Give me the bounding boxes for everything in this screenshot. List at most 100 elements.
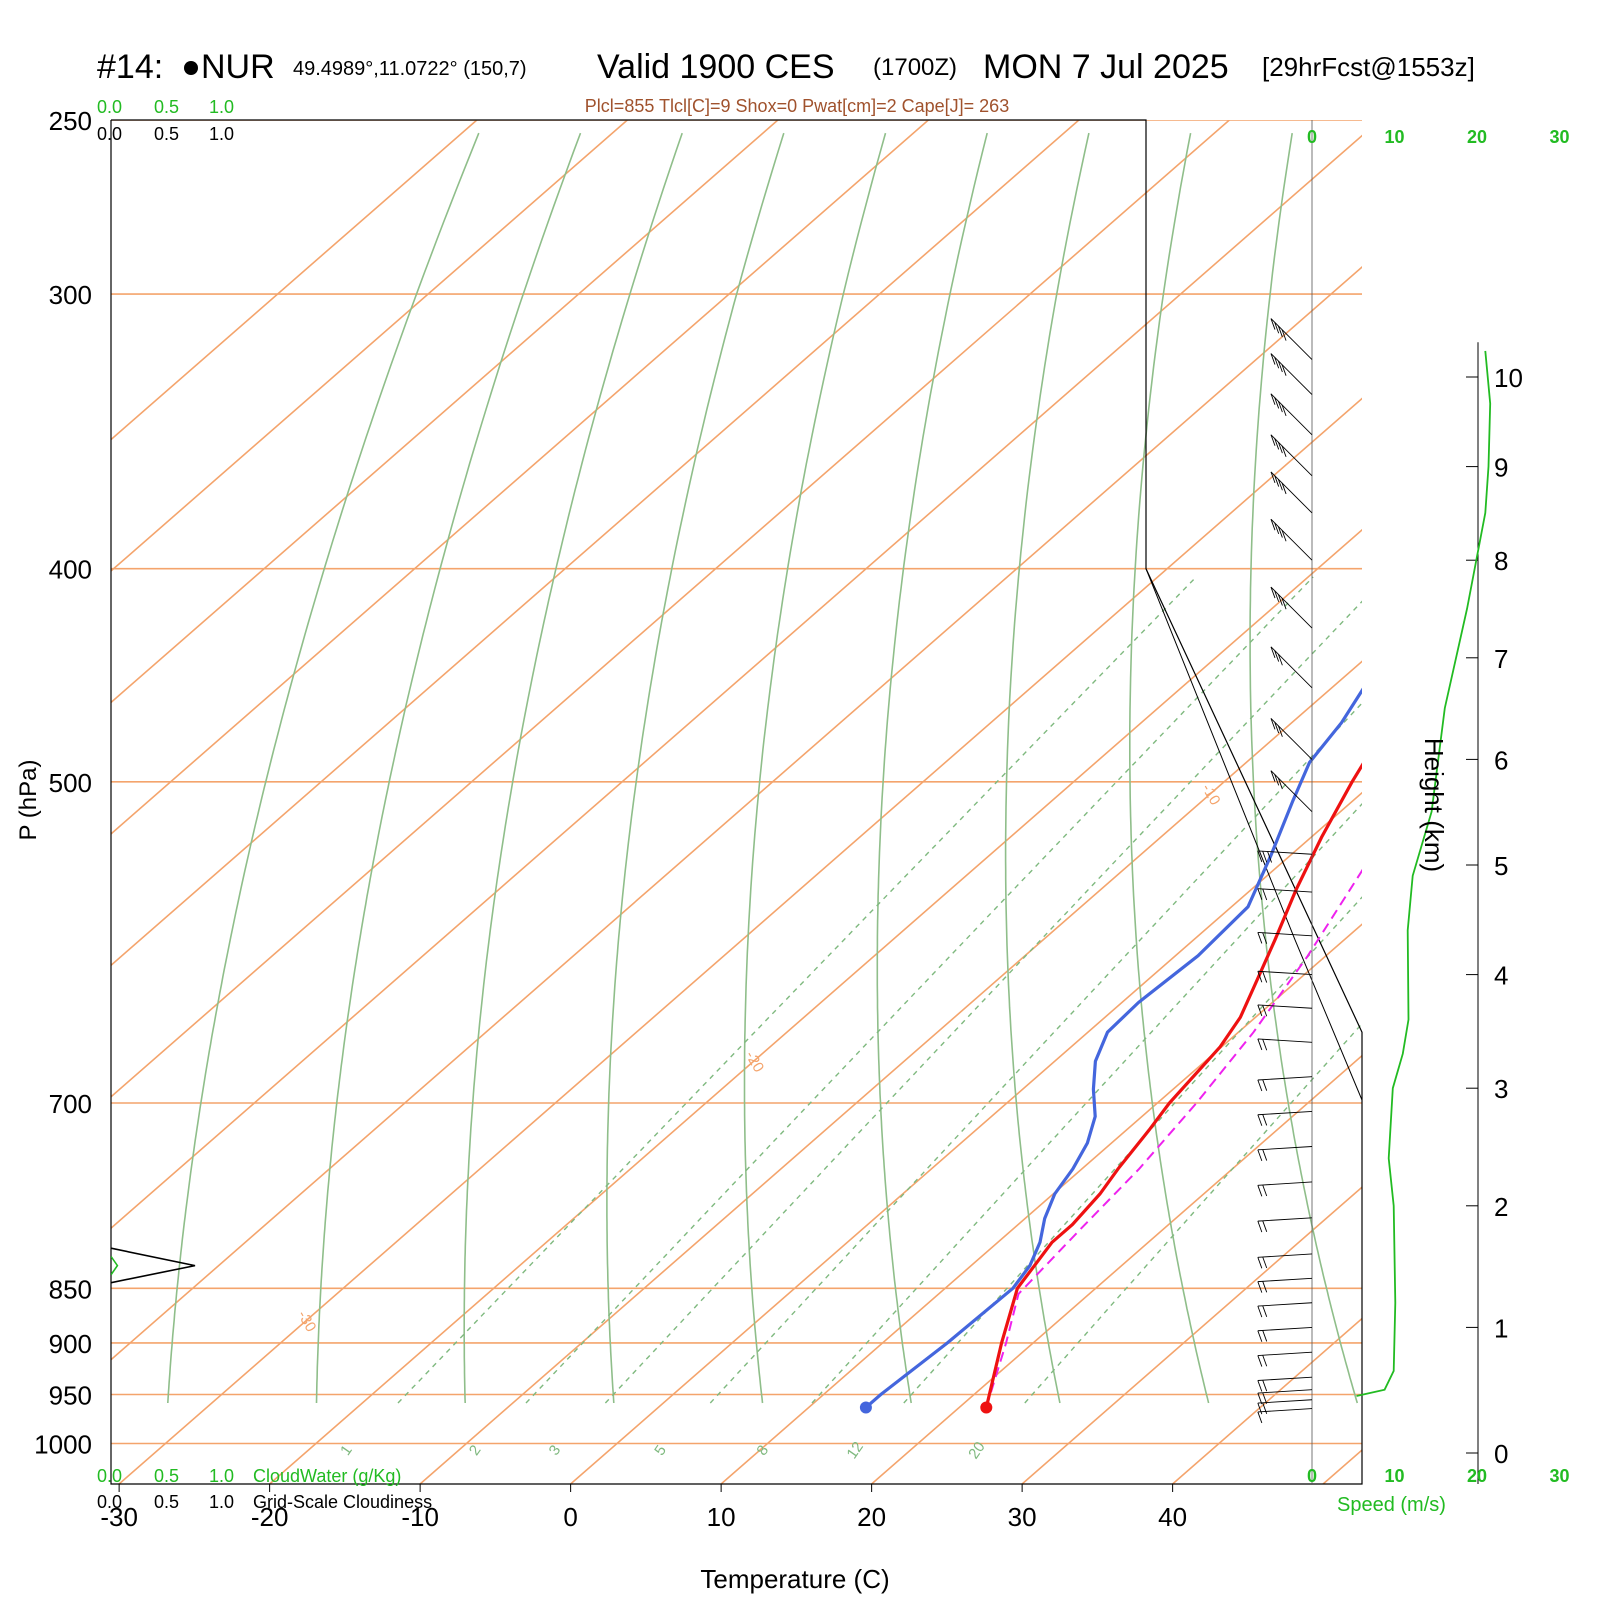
- dry-adiabat-line: [876, 132, 988, 1404]
- grid-layer: [111, 120, 1600, 1484]
- wind-barb-feather: [1262, 1305, 1268, 1317]
- wind-barb-feather: [1281, 445, 1287, 457]
- wind-barb: [1270, 353, 1313, 395]
- wind-barb: [1257, 1376, 1313, 1392]
- wind-speed-line: [1356, 350, 1492, 1397]
- cloudwater-scale-tick: 0.5: [154, 1466, 179, 1486]
- height-tick-label: 9: [1494, 453, 1508, 483]
- dry-adiabat-line: [463, 132, 683, 1404]
- wind-barb-shaft: [1257, 1110, 1313, 1116]
- wind-barb-feather: [1257, 1220, 1263, 1233]
- pressure-tick-label: 950: [49, 1381, 92, 1411]
- wind-barb: [1257, 1181, 1313, 1197]
- dewpoint-surface-marker: [859, 1401, 872, 1414]
- temperature-tick-label: 10: [707, 1502, 736, 1532]
- dry-adiabat-line: [1004, 132, 1090, 1404]
- wind-barb: [1257, 970, 1313, 983]
- wind-barb: [1270, 393, 1313, 436]
- mixing-ratio-label: 8: [754, 1442, 773, 1459]
- wind-barb-feather: [1262, 1005, 1268, 1017]
- wind-barb-feather: [1270, 318, 1276, 330]
- wind-barb: [1270, 718, 1313, 760]
- wind-barb-shaft: [1257, 1326, 1313, 1332]
- wind-barb-feather: [1262, 971, 1268, 983]
- wind-barb-feather: [1274, 721, 1280, 734]
- wind-barb-feather: [1257, 1281, 1263, 1293]
- isotherm-line: [111, 120, 1230, 1098]
- cloudwater-scale-tick: 1.0: [209, 97, 234, 117]
- speed-axis-title: Speed (m/s): [1337, 1494, 1446, 1516]
- mixing-ratio-line: [397, 576, 1197, 1404]
- wind-barb-feather: [1270, 586, 1276, 599]
- temperature-tick-label: 20: [857, 1502, 886, 1532]
- isotherm-line: [1322, 1448, 1362, 1484]
- height-axis-title: Height (km): [1419, 738, 1449, 872]
- wind-barb-feather: [1262, 1281, 1268, 1293]
- wind-barb-shaft: [1257, 970, 1313, 976]
- wind-barb-shaft: [1257, 1389, 1313, 1394]
- isotherm-line: [1474, 120, 1600, 1484]
- wind-barb-feather: [1277, 777, 1283, 790]
- dry-adiabat-line: [606, 132, 785, 1404]
- wind-barb-shaft: [1257, 850, 1313, 855]
- wind-barb-shaft: [1257, 1253, 1313, 1258]
- wind-barb-feather: [1270, 471, 1276, 484]
- wind-barb-feather: [1257, 1330, 1263, 1342]
- wind-barb: [1257, 1038, 1313, 1051]
- wind-barb: [1270, 770, 1313, 813]
- dry-adiabat-line: [167, 132, 480, 1404]
- wind-barb-feather: [1257, 1411, 1263, 1424]
- cloudwater-scale-tick: 0.5: [154, 97, 179, 117]
- profile-layer: [111, 687, 1362, 1414]
- wind-barb-feather: [1277, 479, 1283, 491]
- wind-barb-feather: [1257, 1079, 1263, 1092]
- wind-barb-feather: [1262, 851, 1268, 863]
- mixing-ratio-label: 5: [651, 1442, 670, 1459]
- wind-barb: [1270, 318, 1313, 360]
- wind-barb-feather: [1262, 1355, 1268, 1367]
- cloudwater-line: [111, 1255, 119, 1276]
- isotherm-line: [111, 120, 929, 835]
- cloudwater-scale-tick: 0.0: [97, 1466, 122, 1486]
- wind-barb-feather: [1257, 1004, 1263, 1017]
- wind-barb-feather: [1281, 329, 1287, 341]
- frame-diagonal: [1145, 568, 1363, 1101]
- wind-barb-shaft: [1257, 1038, 1313, 1043]
- wind-barb-feather: [1274, 590, 1280, 602]
- wind-barb-shaft: [1270, 586, 1313, 629]
- wind-barb: [1257, 1146, 1313, 1161]
- wind-barb-shaft: [1257, 1277, 1313, 1283]
- wind-barb-feather: [1262, 1149, 1268, 1161]
- wind-barb-feather: [1262, 1256, 1268, 1269]
- wind-barb-shaft: [1257, 1076, 1313, 1081]
- wind-barb: [1257, 1277, 1313, 1293]
- cloudiness-scale-tick: 0.0: [97, 1492, 122, 1512]
- wind-barb-shaft: [1270, 471, 1313, 514]
- wind-barb: [1257, 931, 1313, 944]
- wind-barb-feather: [1257, 1149, 1263, 1161]
- mixing-ratio-label: 2: [466, 1442, 485, 1459]
- mixing-ratio-line: [604, 600, 1362, 1404]
- wind-barb-feather: [1262, 1220, 1268, 1232]
- valid-date: MON 7 Jul 2025: [983, 48, 1229, 86]
- mixing-ratio-line: [811, 802, 1362, 1404]
- wind-barb-feather: [1281, 404, 1287, 416]
- wind-barb-feather: [1277, 325, 1283, 338]
- isotherm-line: [570, 791, 1362, 1484]
- label-layer: 123581220100-10-20-300102030250300400500…: [34, 106, 1223, 1532]
- wind-barb-feather: [1274, 322, 1280, 334]
- station-id: #14:: [97, 48, 163, 86]
- cloudiness-scale-bottom: 0.0 0.5 1.0 Grid-Scale Cloudiness: [97, 1492, 432, 1512]
- cloudiness-line: [111, 1247, 196, 1284]
- cloudiness-label: Grid-Scale Cloudiness: [253, 1492, 432, 1512]
- pressure-tick-label: 500: [49, 768, 92, 798]
- wind-barb-feather: [1277, 360, 1283, 373]
- wind-barb-shaft: [1257, 1146, 1313, 1151]
- wind-barb: [1257, 1217, 1313, 1233]
- wind-barb: [1257, 1389, 1313, 1405]
- mixing-ratio-label: 3: [546, 1442, 565, 1459]
- wind-barb-feather: [1257, 1257, 1263, 1269]
- pressure-tick-label: 900: [49, 1329, 92, 1359]
- isotherm-line: [269, 528, 1362, 1484]
